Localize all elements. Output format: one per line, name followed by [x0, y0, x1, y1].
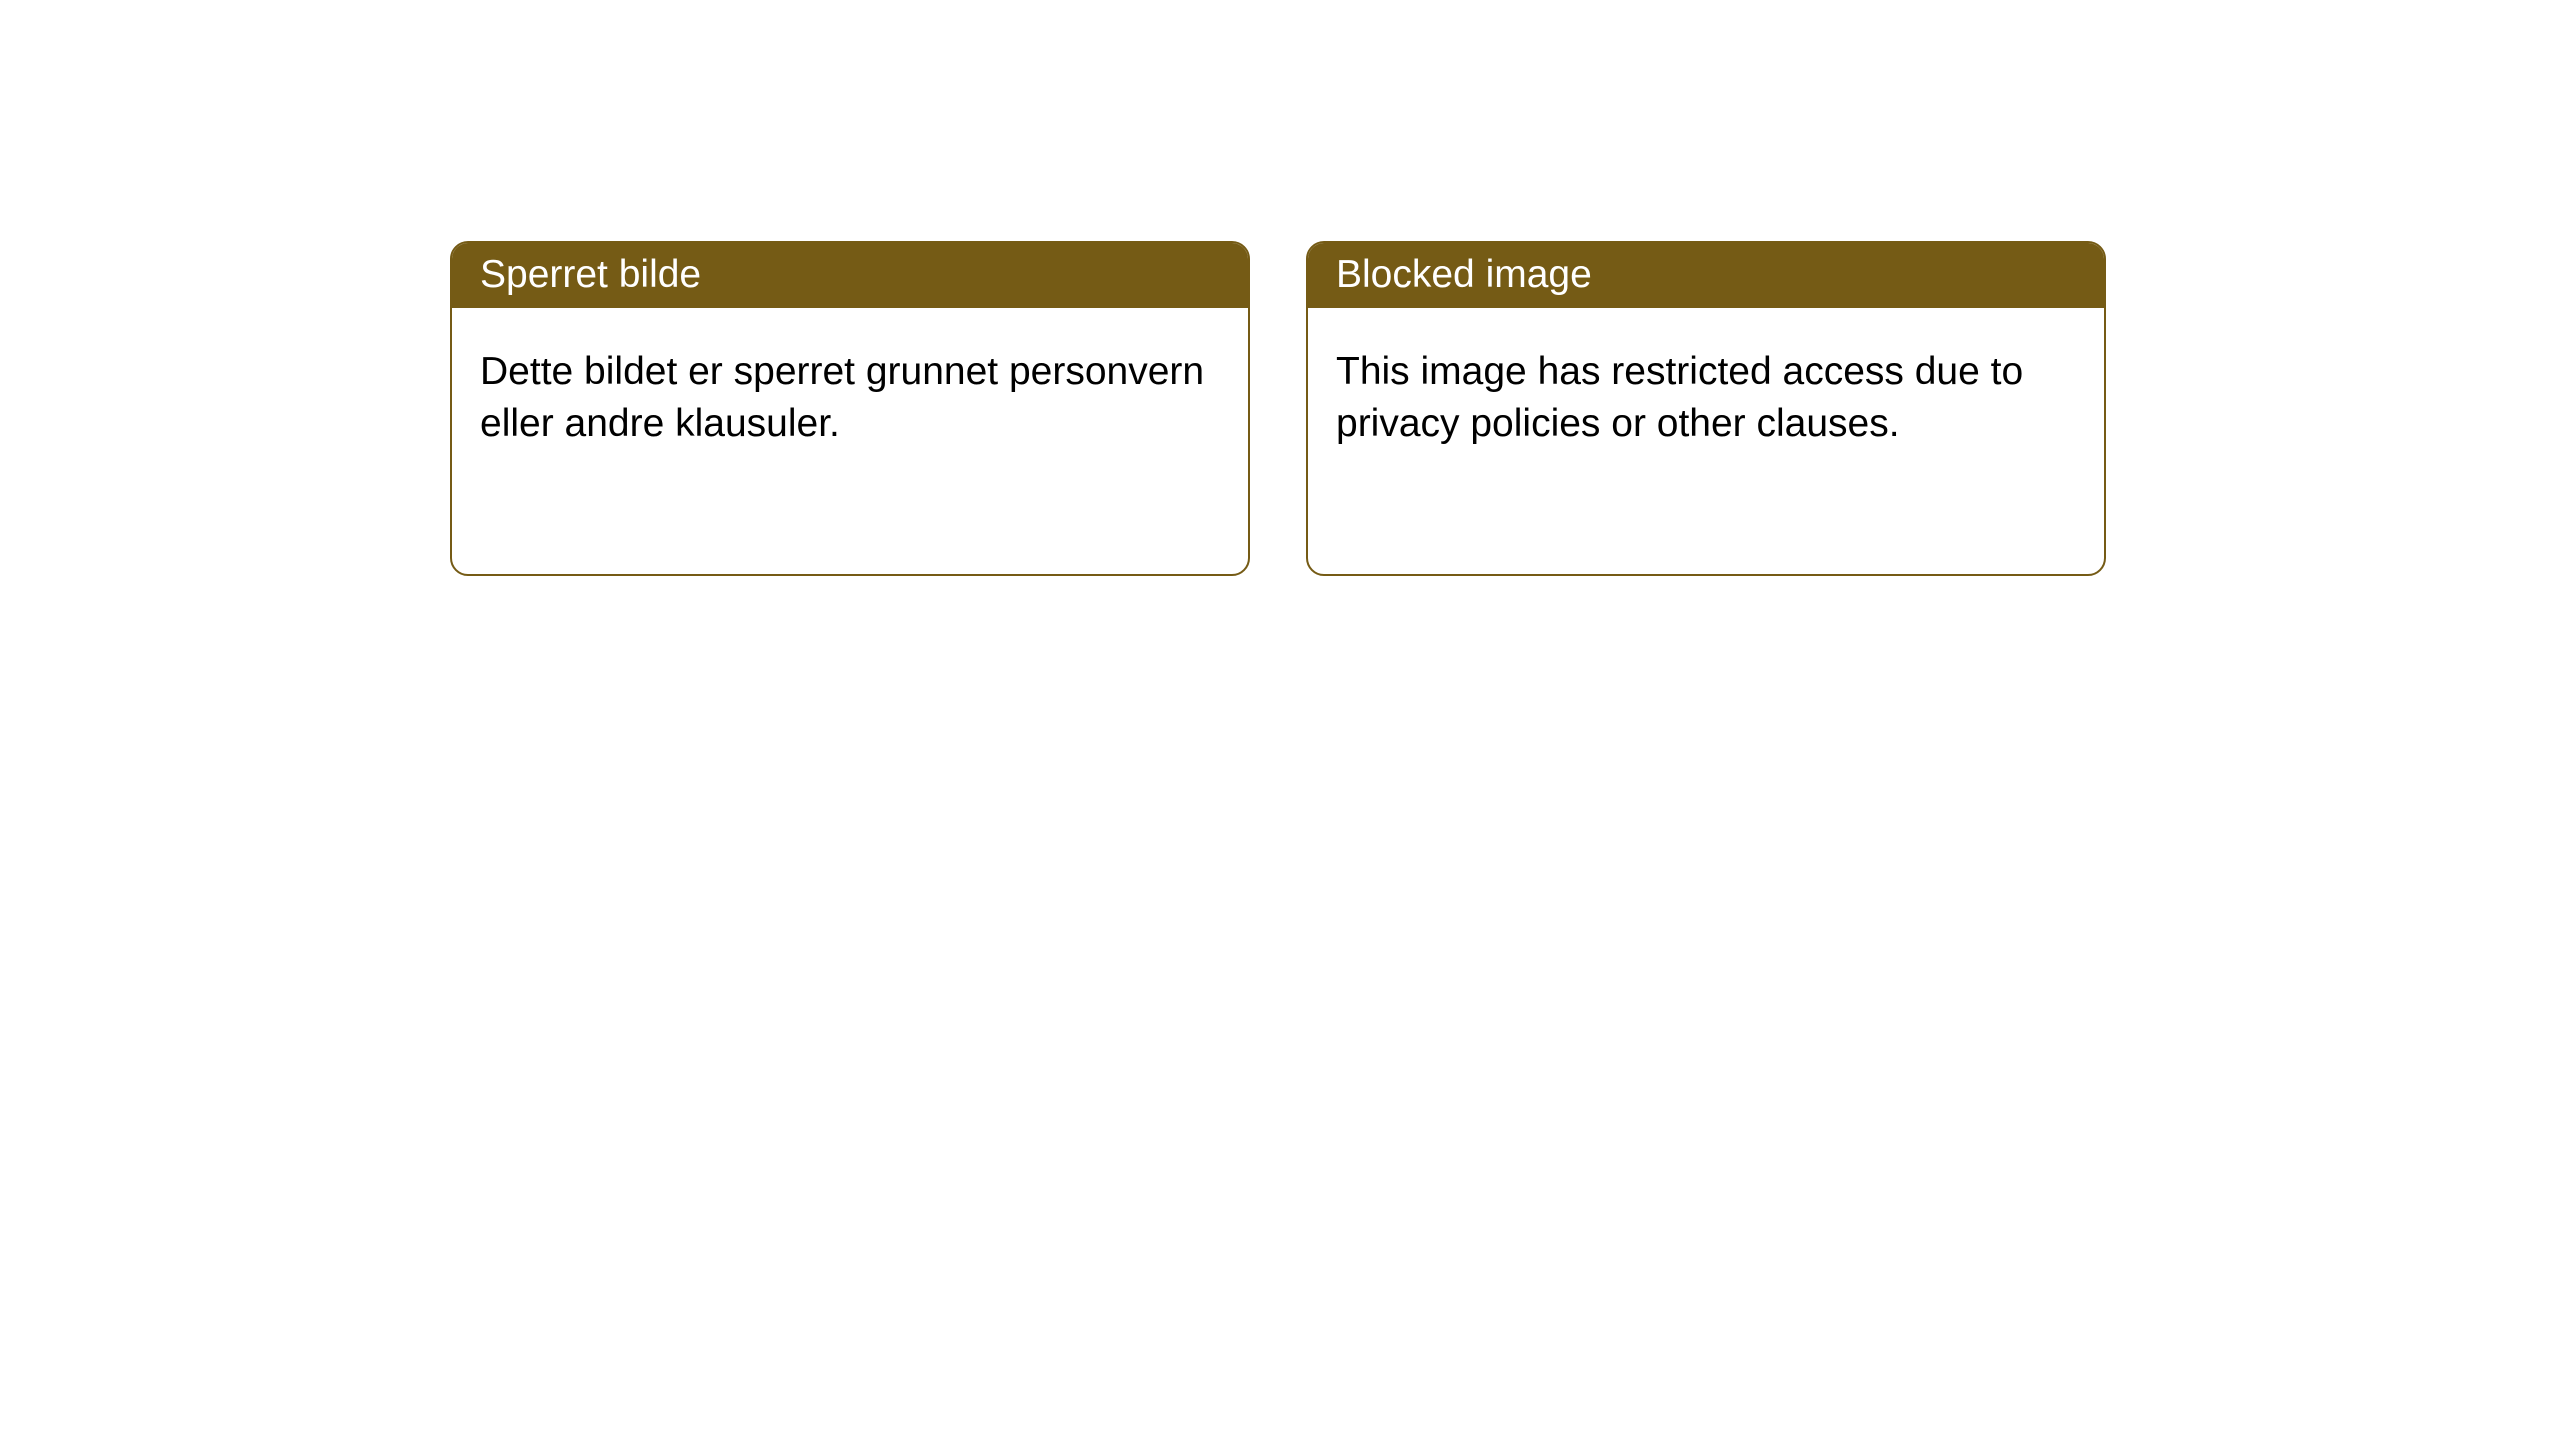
card-body: This image has restricted access due to … — [1308, 308, 2104, 478]
blocked-image-card-en: Blocked image This image has restricted … — [1306, 241, 2106, 576]
blocked-image-card-no: Sperret bilde Dette bildet er sperret gr… — [450, 241, 1250, 576]
card-header: Sperret bilde — [452, 243, 1248, 308]
card-body: Dette bildet er sperret grunnet personve… — [452, 308, 1248, 478]
cards-container: Sperret bilde Dette bildet er sperret gr… — [0, 0, 2560, 576]
card-header: Blocked image — [1308, 243, 2104, 308]
